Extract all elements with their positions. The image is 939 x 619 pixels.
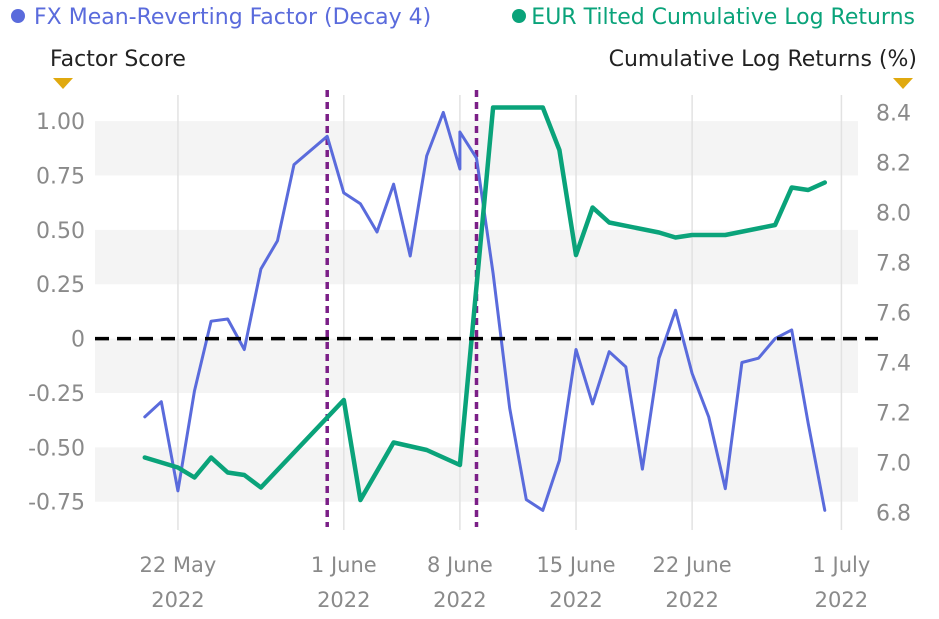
left-axis-tick-label: 0: [71, 328, 85, 353]
right-axis-ticks: 8.4 8.2 8.0 7.8 7.6 7.4 7.2 7.0 6.8: [876, 102, 911, 527]
x-axis-tick-year: 2022: [549, 588, 602, 612]
left-axis-tick-label: 0.75: [36, 164, 85, 189]
right-axis-tick-label: 7.6: [876, 302, 911, 327]
left-axis-tick-label: -0.75: [28, 491, 85, 516]
left-axis-tick-label: 1.00: [36, 110, 85, 135]
x-axis-tick-label: 8 June: [427, 553, 493, 577]
left-axis-title-caret: [53, 78, 73, 89]
x-axis-tick-label: 1 June: [311, 553, 377, 577]
left-axis-ticks: 1.00 0.75 0.50 0.25 0 -0.25 -0.50 -0.75: [28, 110, 85, 516]
legend-label-returns: EUR Tilted Cumulative Log Returns: [531, 5, 915, 30]
x-axis-tick-year: 2022: [433, 588, 486, 612]
right-axis-tick-label: 7.4: [876, 352, 911, 377]
axis-titles: Factor Score Cumulative Log Returns (%): [50, 47, 917, 89]
left-axis-tick-label: 0.50: [36, 219, 85, 244]
right-axis-title-caret: [893, 78, 913, 89]
legend-label-factor: FX Mean-Reverting Factor (Decay 4): [34, 5, 431, 30]
right-axis-tick-label: 7.2: [876, 402, 911, 427]
left-axis-tick-label: 0.25: [36, 273, 85, 298]
left-axis-title: Factor Score: [50, 47, 186, 72]
x-axis-tick-year: 2022: [815, 588, 868, 612]
legend: FX Mean-Reverting Factor (Decay 4) EUR T…: [11, 5, 915, 30]
x-axis-tick-year: 2022: [317, 588, 370, 612]
right-axis-tick-label: 6.8: [876, 502, 911, 527]
legend-dot-factor: [11, 9, 25, 23]
right-axis-tick-label: 8.2: [876, 152, 911, 177]
x-axis-tick-label: 15 June: [536, 553, 615, 577]
left-axis-tick-label: -0.50: [28, 436, 85, 461]
x-axis-tick-label: 22 June: [653, 553, 732, 577]
x-axis-tick-label: 22 May: [140, 553, 217, 577]
right-axis-tick-label: 7.8: [876, 252, 911, 277]
series-layer: [142, 105, 828, 512]
x-axis-ticks: 22 May 2022 1 June 2022 8 June 2022 15 June 202…: [140, 553, 871, 612]
returns-series-line: [142, 105, 828, 503]
left-axis-tick-label: -0.25: [28, 382, 85, 407]
right-axis-tick-label: 8.0: [876, 202, 911, 227]
x-axis-tick-year: 2022: [665, 588, 718, 612]
legend-dot-returns: [512, 9, 526, 23]
x-axis-tick-year: 2022: [151, 588, 204, 612]
right-axis-tick-label: 7.0: [876, 452, 911, 477]
right-axis-tick-label: 8.4: [876, 102, 911, 127]
x-axis-tick-label: 1 July: [813, 553, 871, 577]
right-axis-title: Cumulative Log Returns (%): [609, 47, 917, 72]
